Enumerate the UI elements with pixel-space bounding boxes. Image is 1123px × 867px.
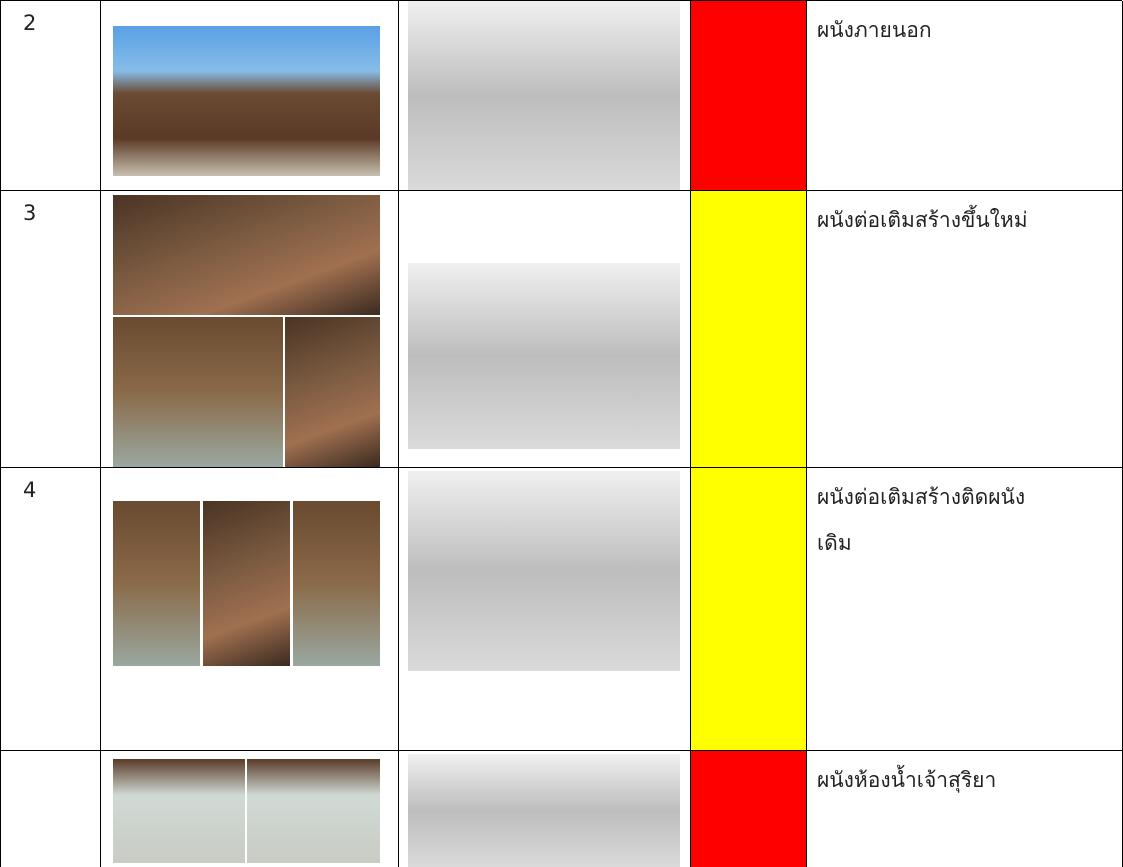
photo-cell xyxy=(100,468,398,751)
photo xyxy=(113,501,200,666)
model-image xyxy=(408,754,680,867)
row-number: 3 xyxy=(0,191,100,468)
model-cell xyxy=(398,468,690,751)
model-cell xyxy=(398,191,690,468)
row-number xyxy=(0,751,100,867)
photo-cell xyxy=(100,1,398,191)
model-cell xyxy=(398,1,690,191)
table-row: 4 ผนังต่อเติมสร้างติดผนังเดิม xyxy=(0,467,1123,751)
row-number: 2 xyxy=(0,1,100,191)
photo xyxy=(113,195,380,315)
label-line: ผนังภายนอก xyxy=(817,18,932,42)
model-image xyxy=(408,1,680,191)
photo xyxy=(203,501,290,666)
label-line: เดิม xyxy=(817,531,852,555)
label-line: ผนังต่อเติมสร้างขึ้นใหม่ xyxy=(817,208,1028,232)
label-line: ผนังห้องน้ำเจ้าสุริยา xyxy=(817,768,997,792)
photo xyxy=(285,317,380,467)
photo xyxy=(293,501,380,666)
color-swatch xyxy=(690,1,806,191)
model-cell xyxy=(398,751,690,867)
table-row: ผนังห้องน้ำเจ้าสุริยา xyxy=(0,750,1123,867)
photo xyxy=(113,26,380,176)
label-line: ผนังต่อเติมสร้างติดผนัง xyxy=(817,485,1026,509)
row-label: ผนังภายนอก xyxy=(806,1,1123,191)
photo xyxy=(247,759,380,863)
photo xyxy=(113,759,245,863)
table-row: 3 ผนังต่อเติมสร้างขึ้นใหม่ xyxy=(0,190,1123,468)
color-swatch xyxy=(690,468,806,751)
photo xyxy=(113,317,283,467)
color-swatch xyxy=(690,191,806,468)
model-image xyxy=(408,263,680,449)
color-swatch xyxy=(690,751,806,867)
photo-cell xyxy=(100,751,398,867)
model-image xyxy=(408,471,680,671)
photo-cell xyxy=(100,191,398,468)
row-label: ผนังห้องน้ำเจ้าสุริยา xyxy=(806,751,1123,867)
row-label: ผนังต่อเติมสร้างขึ้นใหม่ xyxy=(806,191,1123,468)
table-row: 2 ผนังภายนอก xyxy=(0,0,1123,191)
row-label: ผนังต่อเติมสร้างติดผนังเดิม xyxy=(806,468,1123,751)
row-number: 4 xyxy=(0,468,100,751)
